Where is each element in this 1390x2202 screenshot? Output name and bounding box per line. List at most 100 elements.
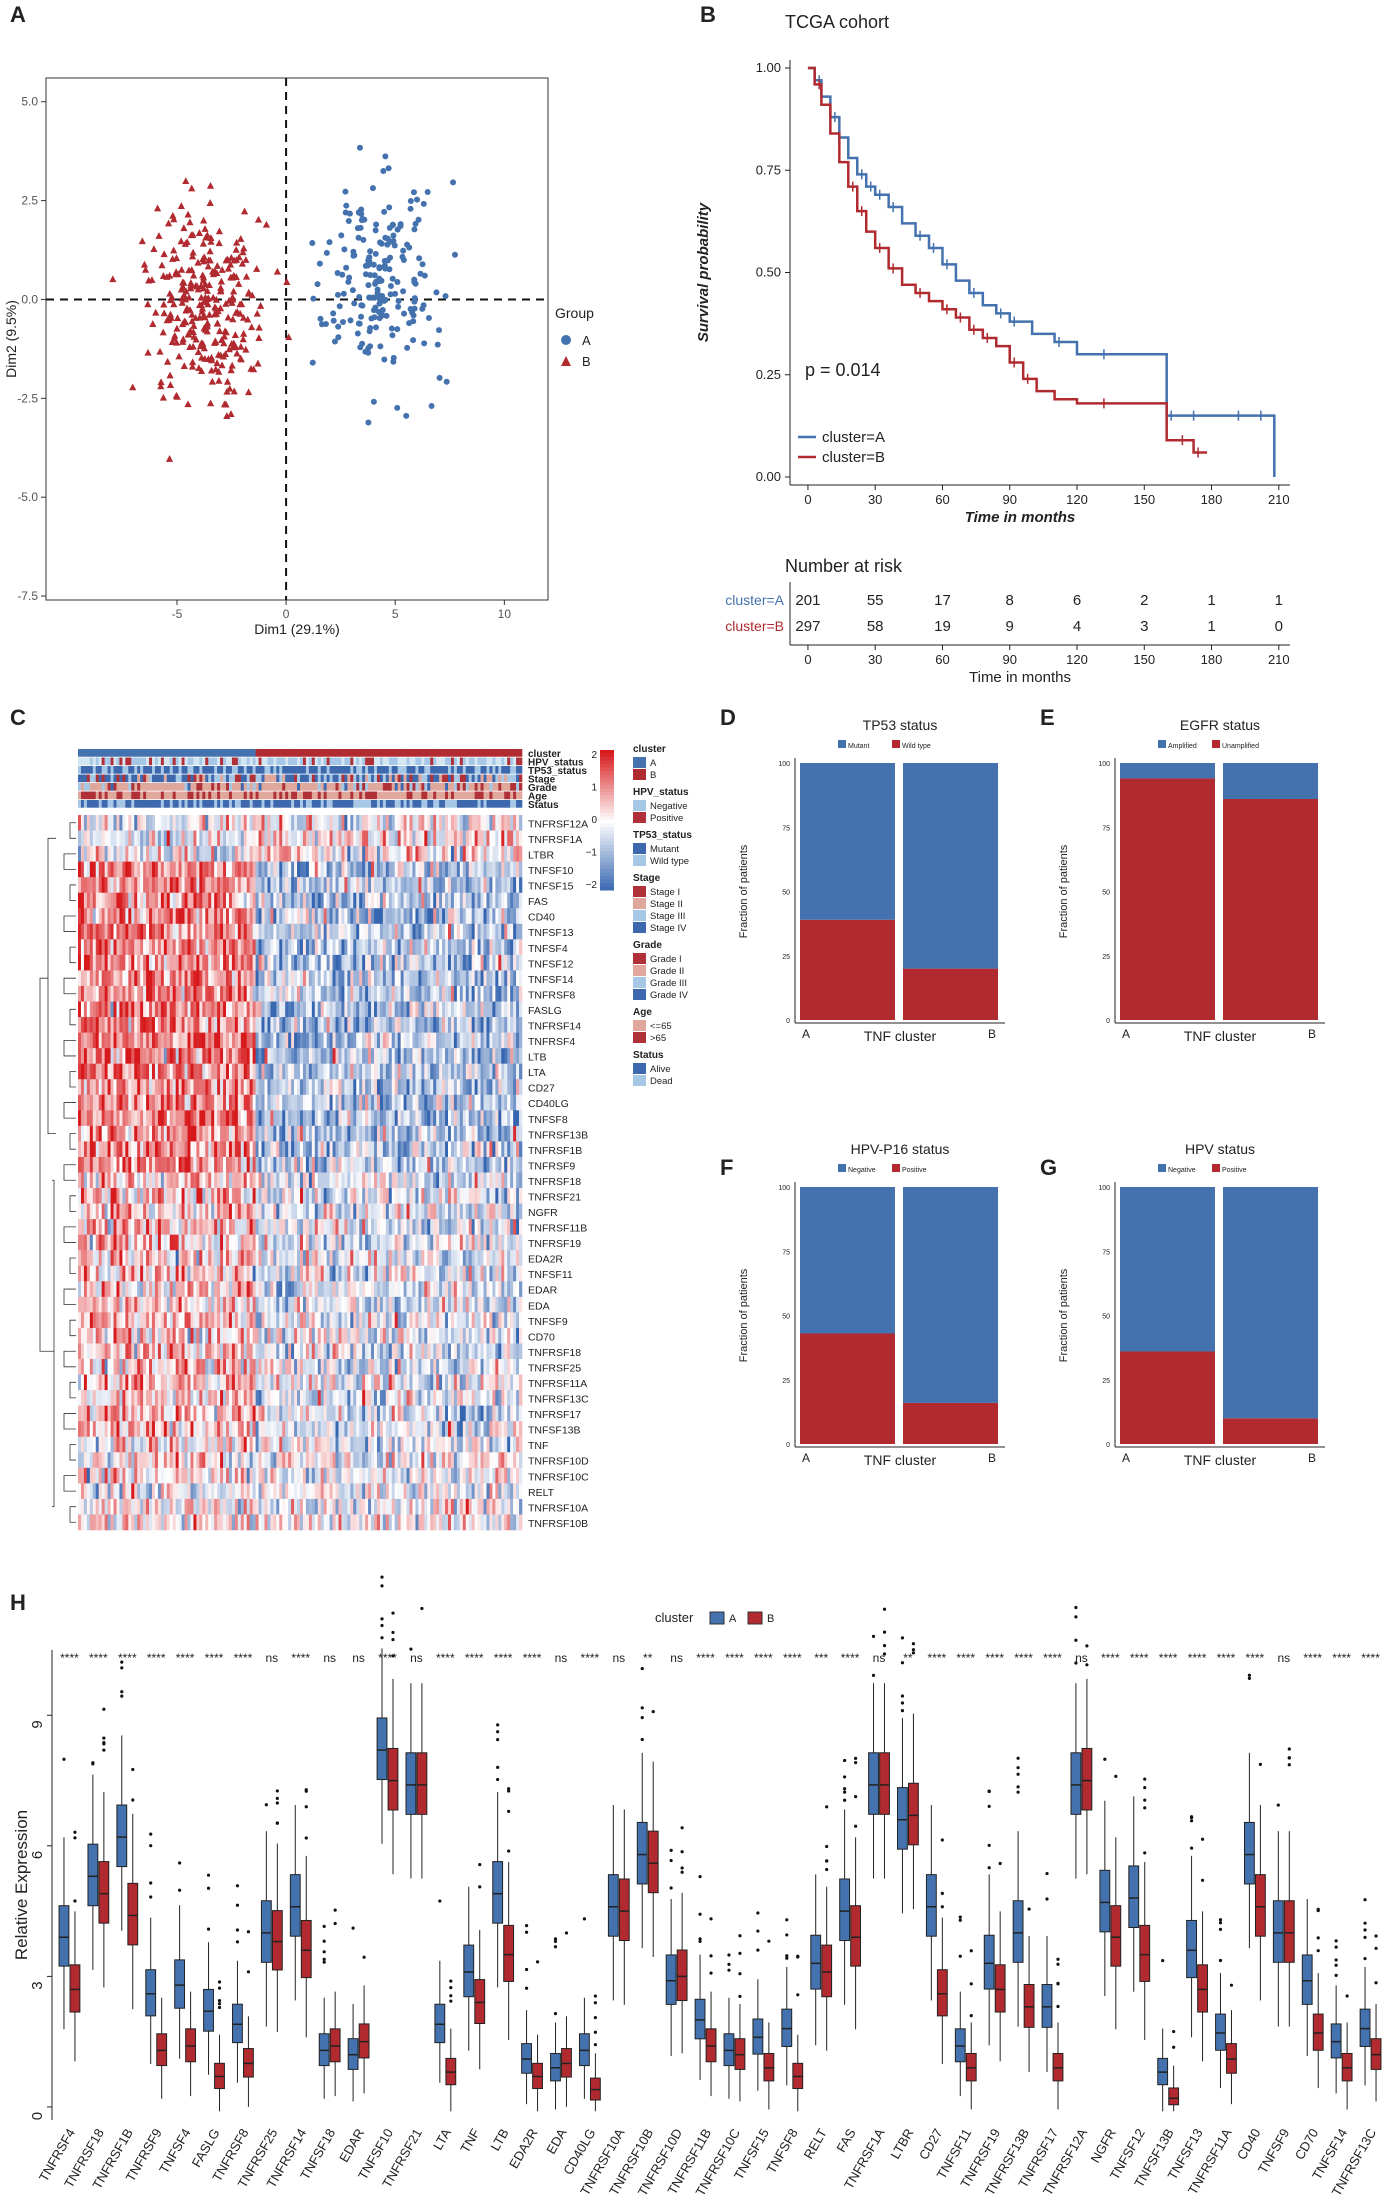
annotation-cell (385, 766, 390, 774)
annotation-cell (178, 791, 182, 800)
heatmap-cell (234, 1001, 239, 1018)
heatmap-cell (507, 908, 511, 925)
heatmap-cell (347, 830, 351, 847)
heatmap-cell (332, 877, 336, 894)
annotation-cell (122, 774, 126, 783)
heatmap-cell (267, 939, 271, 956)
heatmap-cell (415, 1079, 419, 1096)
heatmap-cell (190, 815, 194, 831)
heatmap-cell (214, 1048, 218, 1064)
heatmap-cell (400, 1079, 404, 1096)
heatmap-cell (436, 1125, 440, 1142)
heatmap-cell (385, 1048, 390, 1064)
heatmap-cell (403, 861, 407, 878)
heatmap-cell (433, 1063, 437, 1080)
heatmap-cell (240, 877, 245, 894)
heatmap-cell (448, 939, 452, 956)
heatmap-cell (131, 985, 135, 1002)
heatmap-cell (353, 1079, 357, 1096)
heatmap-cell (344, 970, 348, 987)
heatmap-cell (450, 923, 455, 940)
heatmap-cell (249, 1001, 253, 1018)
heatmap-cell (149, 985, 153, 1002)
heatmap-cell (146, 815, 150, 831)
heatmap-cell (152, 954, 156, 971)
annotation-cell (240, 757, 245, 766)
heatmap-cell (113, 1063, 117, 1080)
heatmap-cell (231, 815, 236, 831)
heatmap-cell (190, 908, 194, 925)
annotation-cell (397, 766, 401, 774)
heatmap-cell (78, 970, 82, 987)
heatmap-cell (477, 830, 481, 847)
heatmap-cell (486, 970, 490, 987)
annotation-cell (288, 783, 292, 791)
heatmap-cell (211, 908, 215, 925)
heatmap-cell (323, 1094, 327, 1111)
heatmap-cell (288, 1125, 292, 1142)
heatmap-cell (228, 939, 233, 956)
annotation-cell (101, 749, 105, 757)
annotation-cell (433, 749, 437, 757)
heatmap-cell (374, 1125, 378, 1142)
heatmap-cell (89, 1048, 94, 1064)
heatmap-cell (320, 846, 324, 862)
point-b (245, 388, 253, 396)
annotation-cell (492, 791, 496, 800)
heatmap-cell (152, 1048, 156, 1064)
heatmap-cell (249, 877, 253, 894)
heatmap-cell (471, 1094, 475, 1111)
heatmap-cell (385, 1032, 390, 1049)
heatmap-cell (228, 846, 233, 862)
heatmap-cell (89, 815, 94, 831)
heatmap-cell (270, 830, 274, 847)
heatmap-cell (353, 1063, 357, 1080)
annotation-cell (415, 774, 419, 783)
heatmap-cell (362, 923, 366, 940)
heatmap-cell (495, 1048, 499, 1064)
annotation-cell (92, 791, 97, 800)
heatmap-cell (350, 939, 354, 956)
heatmap-cell (95, 1094, 100, 1111)
heatmap-cell (382, 954, 387, 971)
heatmap-cell (409, 985, 413, 1002)
annotation-cell (166, 783, 171, 791)
heatmap-cell (332, 954, 336, 971)
heatmap-cell (297, 830, 301, 847)
heatmap-cell (326, 1063, 330, 1080)
annotation-cell (347, 766, 351, 774)
heatmap-cell (498, 892, 502, 909)
heatmap-cell (335, 954, 339, 971)
annotation-cell (249, 791, 253, 800)
heatmap-cell (302, 1125, 307, 1142)
heatmap-cell (101, 1063, 105, 1080)
annotation-cell (371, 774, 375, 783)
heatmap-cell (172, 815, 176, 831)
point-b (232, 343, 240, 351)
heatmap-cell (471, 861, 475, 878)
point-b (159, 393, 167, 401)
heatmap-cell (154, 1125, 159, 1142)
heatmap-cell (190, 830, 194, 847)
heatmap-cell (335, 846, 339, 862)
heatmap-cell (513, 815, 517, 831)
heatmap-cell (436, 846, 440, 862)
annotation-cell (255, 783, 259, 791)
heatmap-cell (217, 985, 221, 1002)
heatmap-cell (347, 815, 351, 831)
heatmap-cell (228, 1032, 233, 1049)
point-b (218, 266, 226, 273)
annotation-cell (424, 783, 428, 791)
point-a (367, 272, 374, 279)
heatmap-cell (125, 1001, 129, 1018)
annotation-cell (397, 774, 401, 783)
heatmap-cell (128, 939, 132, 956)
point-b (220, 332, 229, 340)
heatmap-cell (288, 877, 292, 894)
heatmap-cell (264, 815, 268, 831)
heatmap-cell (297, 1125, 301, 1142)
heatmap-cell (226, 830, 230, 847)
x-tick-label: -5 (172, 607, 183, 621)
heatmap-cell (137, 954, 141, 971)
heatmap-cell (255, 861, 259, 878)
